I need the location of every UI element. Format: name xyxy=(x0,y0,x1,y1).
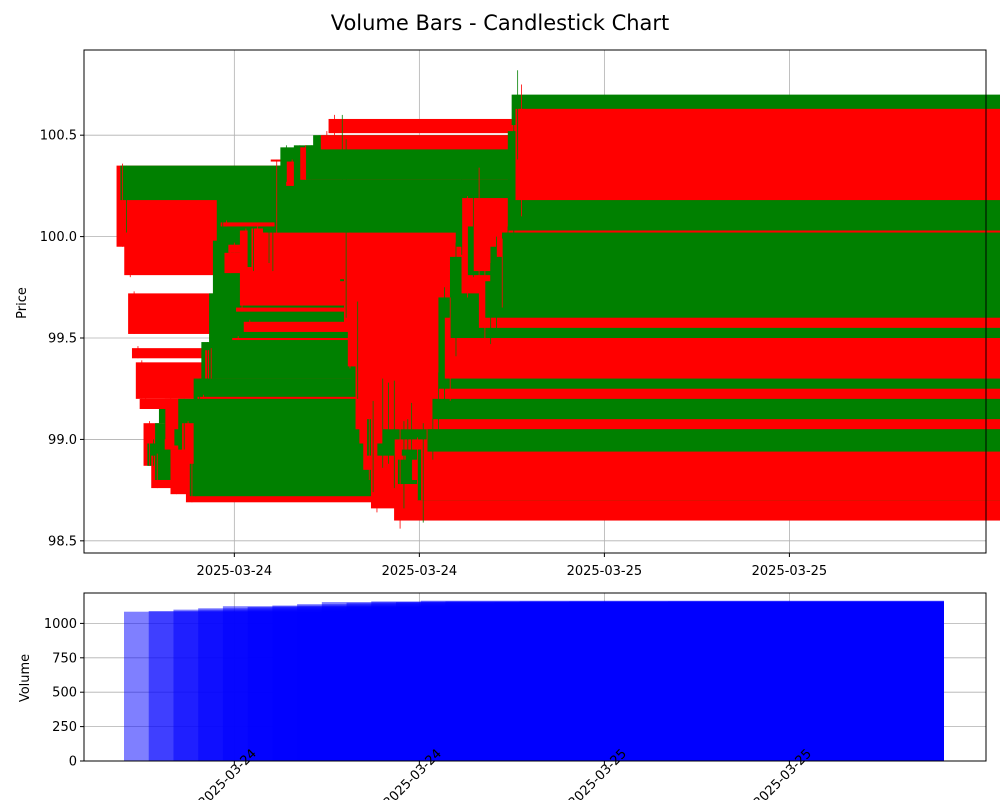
price-y-axis-label: Price xyxy=(15,287,30,319)
price-x-tick-label: 2025-03-25 xyxy=(752,564,828,579)
volume-bar xyxy=(915,610,944,761)
price-x-tick-label: 2025-03-25 xyxy=(567,564,643,579)
price-y-tick-label: 99.5 xyxy=(48,332,77,347)
candle-body-up xyxy=(433,399,1000,419)
price-candles xyxy=(117,70,1000,528)
price-y-tick-label: 100.5 xyxy=(40,129,77,144)
volume-bars xyxy=(124,601,944,761)
price-y-tick-label: 100.0 xyxy=(40,230,77,245)
volume-y-ticks: 0 250 500 750 1000 xyxy=(44,617,84,770)
volume-bar xyxy=(940,617,944,761)
price-y-tick-label: 99.0 xyxy=(48,433,77,448)
candle-body-up xyxy=(427,429,1000,451)
candle-body-up xyxy=(502,233,1000,265)
price-y-tick-label: 98.5 xyxy=(48,534,77,549)
volume-y-tick-label: 750 xyxy=(52,651,77,666)
price-x-tick-label: 2025-03-24 xyxy=(197,564,273,579)
candle-body-down xyxy=(421,448,1000,501)
price-x-tick-label: 2025-03-24 xyxy=(382,564,458,579)
price-y-ticks: 98.5 99.0 99.5 100.0 100.5 xyxy=(40,129,84,550)
volume-y-tick-label: 1000 xyxy=(44,617,77,632)
volume-y-axis-label: Volume xyxy=(18,654,33,702)
volume-y-tick-label: 250 xyxy=(52,720,77,735)
volume-y-tick-label: 500 xyxy=(52,686,77,701)
volume-y-tick-label: 0 xyxy=(69,755,77,770)
candle-body-down xyxy=(516,109,1000,200)
price-x-ticks: 2025-03-24 2025-03-24 2025-03-25 2025-03-25 xyxy=(197,553,828,579)
